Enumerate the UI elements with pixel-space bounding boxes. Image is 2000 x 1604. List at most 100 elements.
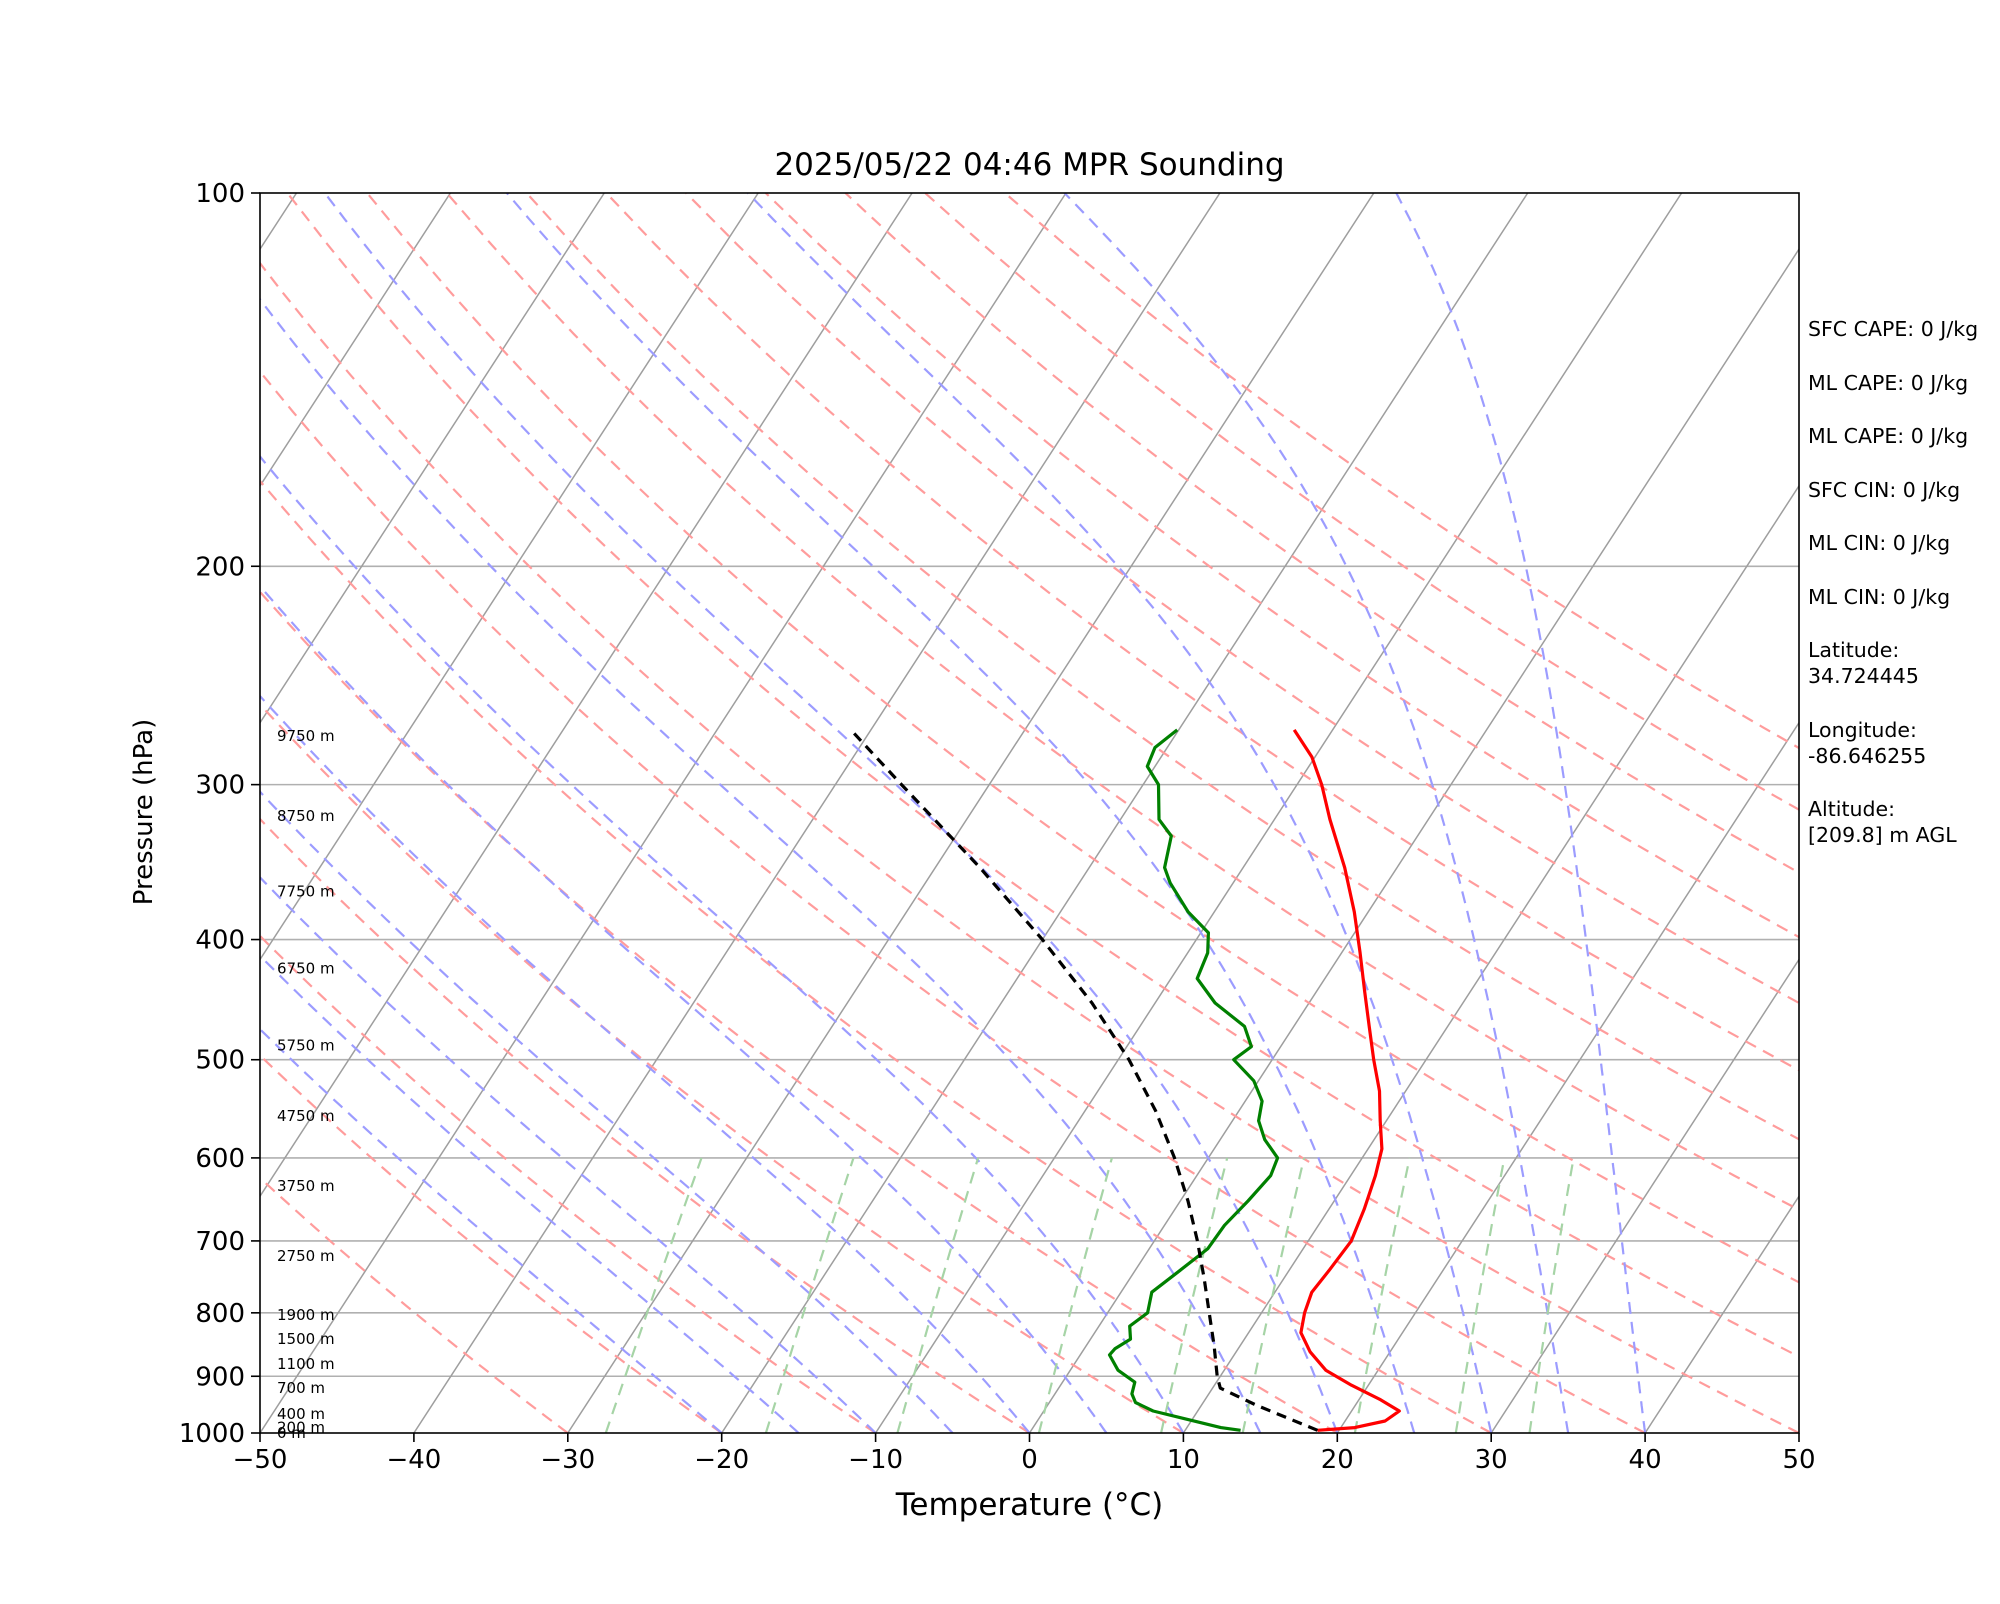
height-label: 1500 m bbox=[277, 1330, 335, 1348]
isotherm-line bbox=[1182, 484, 1799, 1433]
dry-adiabat-line bbox=[260, 590, 1338, 1433]
height-label: 1100 m bbox=[277, 1355, 335, 1373]
moist-adiabat-line bbox=[260, 790, 954, 1433]
isotherm-line bbox=[1336, 721, 1799, 1433]
height-label: 0 m bbox=[277, 1424, 306, 1442]
y-tick-label: 900 bbox=[195, 1362, 245, 1392]
dry-adiabat-line bbox=[924, 193, 1799, 811]
dry-adiabat-line bbox=[260, 369, 1646, 1433]
moist-adiabat-line bbox=[1063, 193, 1570, 1433]
x-tick-label: 20 bbox=[1321, 1445, 1354, 1475]
moist-adiabat-line bbox=[260, 875, 877, 1433]
latitude-value: 34.724445 bbox=[1808, 664, 1919, 688]
sfc-cin-text: SFC CIN: 0 J/kg bbox=[1808, 477, 1961, 502]
isotherm-line bbox=[260, 193, 452, 488]
isotherm-line bbox=[260, 193, 913, 1198]
sfc-cape-text: SFC CAPE: 0 J/kg bbox=[1808, 317, 1979, 341]
y-tick-label: 100 bbox=[195, 179, 245, 209]
dry-adiabat-line bbox=[260, 1053, 723, 1433]
dry-adiabat-line bbox=[1004, 193, 1799, 750]
dry-adiabat-line bbox=[366, 193, 1799, 1284]
mixing-ratio-line bbox=[1454, 1157, 1506, 1433]
mixing-ratio-line bbox=[1528, 1157, 1575, 1433]
altitude-label: Altitude: bbox=[1808, 797, 1896, 821]
ml-cape-text-2: ML CAPE: 0 J/kg bbox=[1808, 424, 1969, 448]
mixing-ratio-line bbox=[604, 1157, 703, 1433]
dry-adiabat-line bbox=[260, 261, 1799, 1433]
ml-cape-text: ML CAPE: 0 J/kg bbox=[1808, 370, 1969, 395]
mixing-ratio-line bbox=[1037, 1157, 1113, 1433]
dewpoint-profile-line bbox=[1107, 728, 1280, 1432]
moist-adiabat-line bbox=[506, 193, 1416, 1433]
height-label: 700 m bbox=[277, 1379, 325, 1397]
y-axis-label: Pressure (hPa) bbox=[129, 719, 159, 906]
moist-adiabat-line bbox=[747, 193, 1493, 1433]
dry-adiabat-line bbox=[260, 702, 1184, 1433]
dry-adiabat-line bbox=[525, 193, 1799, 1141]
x-tick-label: −40 bbox=[386, 1445, 441, 1475]
y-tick-label: 500 bbox=[195, 1046, 245, 1076]
height-label: 5750 m bbox=[277, 1037, 335, 1055]
height-label: 7750 m bbox=[277, 883, 335, 901]
altitude-value: [209.8] m AGL bbox=[1808, 823, 1957, 847]
longitude-block: Longitude: -86.646255 bbox=[1808, 717, 1998, 769]
parcel-profile-line bbox=[849, 728, 1319, 1432]
x-tick-label: 50 bbox=[1782, 1445, 1815, 1475]
altitude-block: Altitude: [209.8] m AGL bbox=[1808, 796, 1998, 848]
dry-adiabat-line bbox=[685, 193, 1799, 1005]
height-label: 2750 m bbox=[277, 1247, 335, 1265]
x-tick-label: 40 bbox=[1629, 1445, 1662, 1475]
x-tick-label: 0 bbox=[1021, 1445, 1038, 1475]
mixing-ratio-line bbox=[1241, 1157, 1306, 1433]
y-tick-label: 200 bbox=[195, 552, 245, 582]
x-tick-label: −20 bbox=[694, 1445, 749, 1475]
y-tick-label: 800 bbox=[195, 1299, 245, 1329]
moist-adiabat-line bbox=[1395, 193, 1647, 1433]
y-tick-label: 700 bbox=[195, 1227, 245, 1257]
mixing-ratio-line bbox=[1160, 1157, 1229, 1433]
dry-adiabat-line bbox=[286, 193, 1799, 1358]
y-tick-label: 600 bbox=[195, 1144, 245, 1174]
height-label: 6750 m bbox=[277, 959, 335, 977]
isotherm-line bbox=[1644, 1194, 1799, 1433]
latitude-label: Latitude: bbox=[1808, 638, 1900, 662]
height-label: 4750 m bbox=[277, 1107, 335, 1125]
isotherm-line bbox=[260, 193, 1067, 1433]
x-tick-label: −10 bbox=[848, 1445, 903, 1475]
x-tick-label: −30 bbox=[540, 1445, 595, 1475]
isotherm-line bbox=[1028, 247, 1799, 1433]
isotherm-line bbox=[260, 193, 605, 725]
x-tick-label: −50 bbox=[233, 1445, 288, 1475]
isotherm-line bbox=[721, 193, 1529, 1433]
isotherm-line bbox=[260, 193, 759, 961]
ml-cin-text-2: ML CIN: 0 J/kg bbox=[1808, 584, 1951, 609]
mixing-ratio-line bbox=[764, 1157, 855, 1433]
isotherm-line bbox=[0, 193, 143, 1433]
dry-adiabat-line bbox=[260, 1176, 569, 1433]
latitude-block: Latitude: 34.724445 bbox=[1808, 637, 1998, 689]
height-label: 3750 m bbox=[277, 1177, 335, 1195]
height-label: 200 m bbox=[277, 1419, 325, 1437]
dry-adiabat-line bbox=[605, 193, 1799, 1072]
sounding-indices-panel: SFC CAPE: 0 J/kg ML CAPE: 0 J/kg ML CAPE… bbox=[1808, 316, 1998, 876]
y-tick-label: 300 bbox=[195, 771, 245, 801]
x-axis-label: Temperature (°C) bbox=[895, 1487, 1164, 1523]
moist-adiabat-line bbox=[260, 1027, 723, 1433]
isotherm-line bbox=[1490, 958, 1799, 1433]
dry-adiabat-line bbox=[445, 193, 1799, 1212]
y-tick-label: 400 bbox=[195, 926, 245, 956]
moist-adiabat-line bbox=[260, 297, 1262, 1433]
ml-cin-text: ML CIN: 0 J/kg bbox=[1808, 531, 1951, 555]
height-label: 9750 m bbox=[277, 727, 335, 745]
isotherm-line bbox=[874, 193, 1683, 1433]
temperature-profile-line bbox=[1292, 729, 1401, 1432]
isotherm-line bbox=[413, 193, 1221, 1433]
longitude-value: -86.646255 bbox=[1808, 743, 1927, 768]
mixing-ratio-line bbox=[896, 1157, 980, 1433]
dry-adiabat-line bbox=[260, 479, 1492, 1433]
longitude-label: Longitude: bbox=[1808, 717, 1917, 742]
isotherm-line bbox=[567, 193, 1375, 1433]
mixing-ratio-line bbox=[1353, 1157, 1411, 1433]
